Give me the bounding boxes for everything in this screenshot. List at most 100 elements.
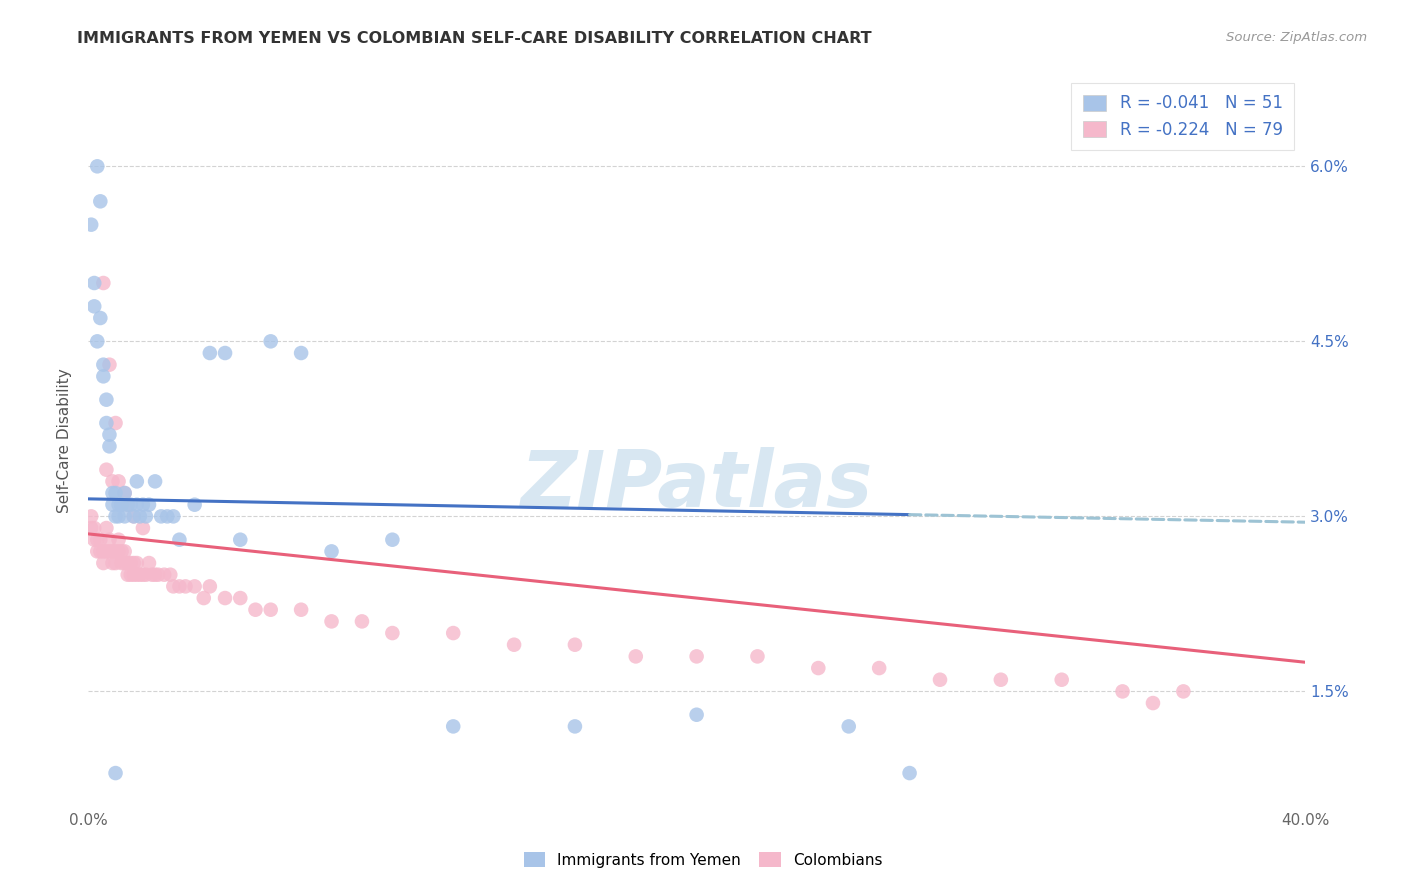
Point [143, 475, 166, 489]
Point [122, 567, 145, 582]
Point [159, 567, 181, 582]
Point [93, 544, 115, 558]
Point [381, 626, 404, 640]
Point [104, 766, 127, 780]
Point [104, 486, 127, 500]
Point [80, 218, 103, 232]
Point [120, 556, 142, 570]
Point [107, 533, 129, 547]
Point [685, 649, 707, 664]
Point [114, 509, 136, 524]
Point [441, 626, 464, 640]
Point [86, 159, 108, 173]
Point [747, 649, 769, 664]
Point [89, 544, 111, 558]
Point [198, 346, 221, 360]
Point [107, 509, 129, 524]
Point [125, 498, 148, 512]
Point [83, 521, 105, 535]
Point [1142, 696, 1164, 710]
Point [101, 486, 124, 500]
Point [153, 567, 176, 582]
Point [80, 509, 103, 524]
Point [125, 556, 148, 570]
Point [990, 673, 1012, 687]
Point [110, 498, 132, 512]
Point [122, 509, 145, 524]
Point [193, 591, 215, 605]
Point [198, 579, 221, 593]
Point [125, 475, 148, 489]
Point [104, 556, 127, 570]
Point [89, 311, 111, 326]
Point [174, 579, 197, 593]
Point [229, 533, 252, 547]
Point [564, 638, 586, 652]
Point [162, 509, 184, 524]
Point [838, 719, 860, 733]
Point [114, 486, 136, 500]
Point [120, 498, 142, 512]
Point [290, 346, 312, 360]
Text: ZIPatlas: ZIPatlas [520, 447, 873, 523]
Point [229, 591, 252, 605]
Point [83, 533, 105, 547]
Point [117, 567, 139, 582]
Point [260, 603, 283, 617]
Point [114, 486, 136, 500]
Point [98, 544, 121, 558]
Point [98, 439, 121, 453]
Point [169, 533, 191, 547]
Point [110, 544, 132, 558]
Point [441, 719, 464, 733]
Point [1111, 684, 1133, 698]
Point [350, 615, 373, 629]
Point [96, 463, 118, 477]
Point [564, 719, 586, 733]
Point [624, 649, 647, 664]
Point [128, 567, 150, 582]
Point [96, 416, 118, 430]
Legend: R = -0.041   N = 51, R = -0.224   N = 79: R = -0.041 N = 51, R = -0.224 N = 79 [1071, 83, 1295, 151]
Point [898, 766, 921, 780]
Point [93, 369, 115, 384]
Point [214, 591, 236, 605]
Y-axis label: Self-Care Disability: Self-Care Disability [58, 368, 72, 513]
Point [110, 556, 132, 570]
Point [135, 509, 157, 524]
Point [138, 556, 160, 570]
Point [143, 567, 166, 582]
Point [114, 556, 136, 570]
Point [321, 615, 343, 629]
Point [868, 661, 890, 675]
Point [86, 533, 108, 547]
Point [138, 498, 160, 512]
Point [128, 509, 150, 524]
Point [93, 276, 115, 290]
Point [104, 544, 127, 558]
Point [107, 544, 129, 558]
Point [807, 661, 830, 675]
Point [107, 475, 129, 489]
Point [101, 498, 124, 512]
Point [1050, 673, 1073, 687]
Point [83, 299, 105, 313]
Point [101, 544, 124, 558]
Point [122, 509, 145, 524]
Point [120, 567, 142, 582]
Point [929, 673, 952, 687]
Point [146, 567, 169, 582]
Point [260, 334, 283, 349]
Point [169, 579, 191, 593]
Point [96, 544, 118, 558]
Point [107, 498, 129, 512]
Point [245, 603, 267, 617]
Point [98, 427, 121, 442]
Point [290, 603, 312, 617]
Point [86, 334, 108, 349]
Point [183, 498, 205, 512]
Point [93, 358, 115, 372]
Point [381, 533, 404, 547]
Point [86, 544, 108, 558]
Point [98, 358, 121, 372]
